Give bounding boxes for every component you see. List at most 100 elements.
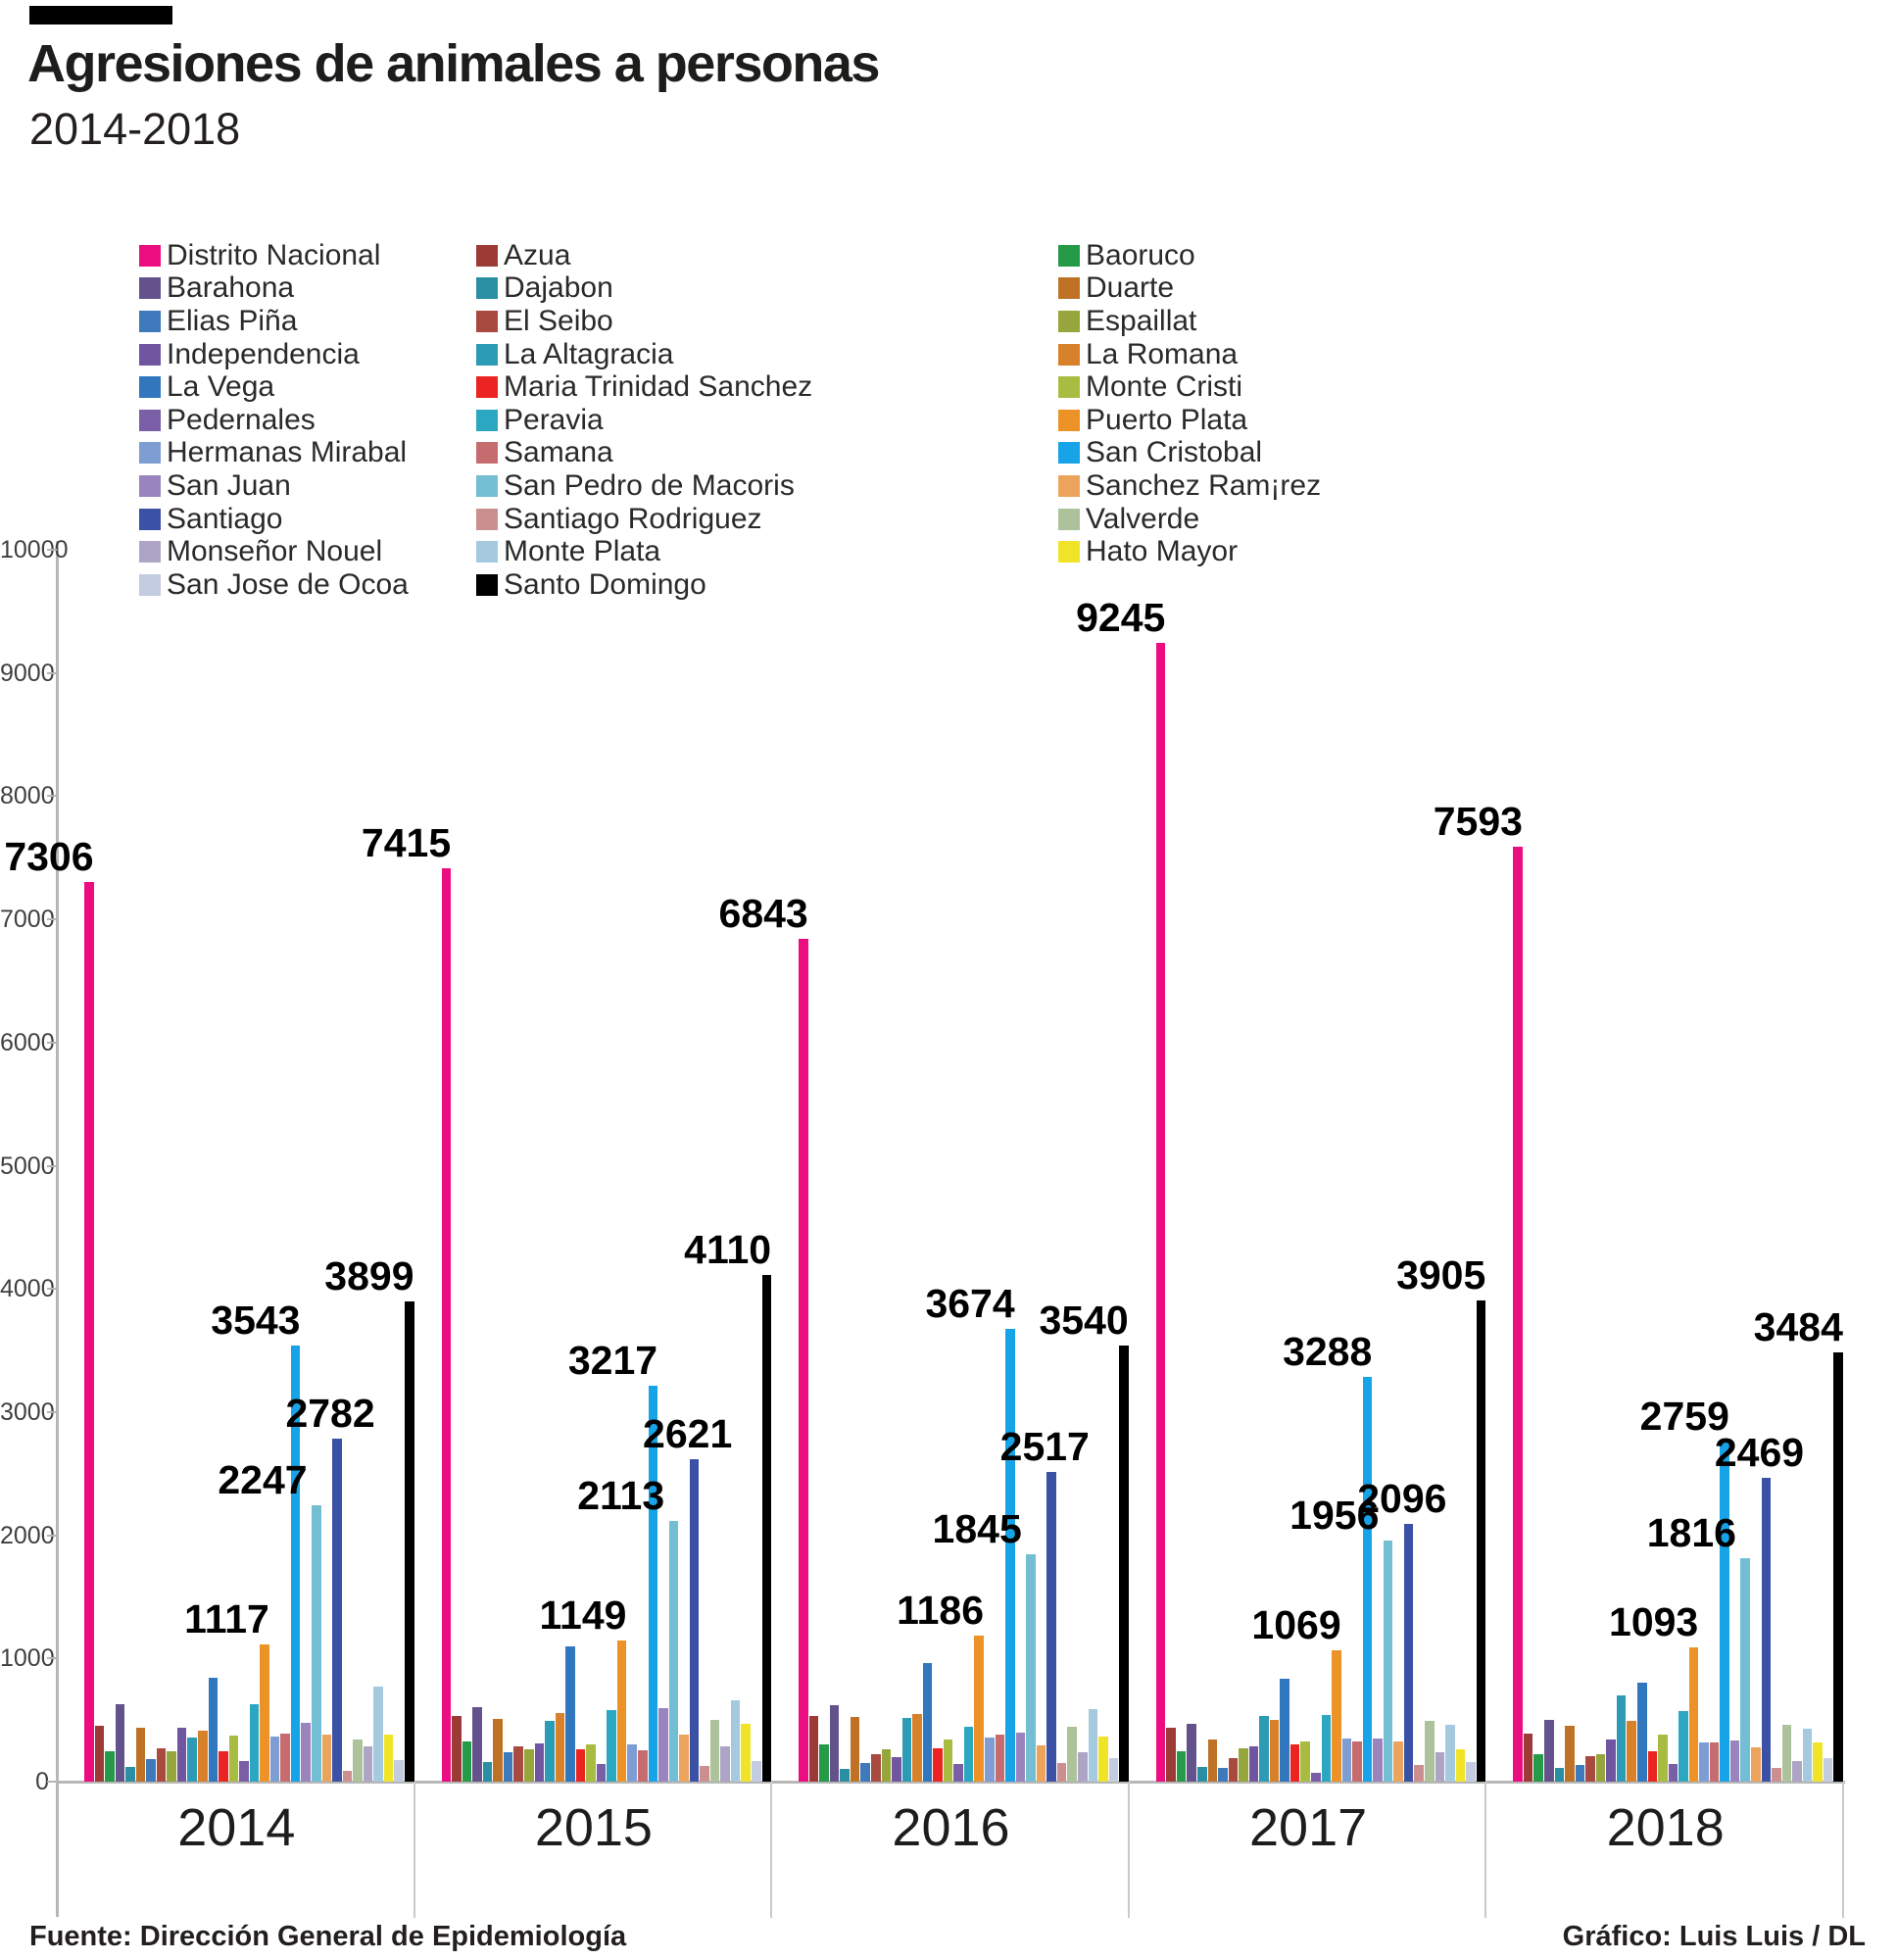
bar: [555, 1712, 565, 1782]
y-axis-tick-label: 2000: [0, 1521, 55, 1549]
legend-item-label: Santiago Rodriguez: [504, 502, 762, 535]
legend-swatch-icon: [1058, 277, 1080, 300]
legend-item: Santiago: [139, 503, 409, 536]
bar: 1093: [1609, 1601, 1699, 1782]
legend-item-label: La Romana: [1086, 337, 1239, 370]
bar: 1069: [1251, 1604, 1341, 1782]
bar: [1176, 1750, 1187, 1782]
bar: [1729, 1740, 1740, 1782]
bar: [730, 1700, 741, 1782]
bar: [912, 1713, 922, 1782]
bar: [167, 1751, 176, 1782]
year-group-divider: [770, 1781, 773, 1918]
bar: 9245: [1076, 597, 1166, 1782]
bar: 3543: [211, 1299, 301, 1782]
bar: [523, 1749, 534, 1782]
bar: 2517: [1000, 1426, 1090, 1782]
bar: [373, 1687, 383, 1782]
legend-item-label: Hato Mayor: [1086, 535, 1239, 568]
legend-swatch-icon: [139, 541, 161, 564]
bar-value-label: 1956: [1289, 1493, 1380, 1539]
bar: [383, 1734, 394, 1782]
y-axis-tick-mark: [47, 1041, 57, 1044]
bar: [394, 1760, 404, 1782]
bar: [1280, 1679, 1289, 1782]
bar: 2782: [285, 1394, 375, 1782]
bar: [1289, 1743, 1300, 1782]
legend-item: Peravia: [476, 404, 812, 437]
bar: [840, 1769, 850, 1782]
bar: [1088, 1708, 1098, 1782]
bar: [198, 1731, 208, 1782]
y-axis-tick-label: 8000: [0, 782, 55, 810]
bar: [156, 1748, 167, 1782]
bar: [503, 1752, 513, 1782]
legend-swatch-icon: [1058, 376, 1080, 399]
legend-column: Baoruco Duarte Espaillat La Romana Monte Cri…: [1058, 239, 1321, 568]
legend-item-label: Monte Cristi: [1086, 370, 1243, 404]
legend-item: Santo Domingo: [476, 568, 812, 602]
y-axis-tick-label: 10000: [0, 536, 69, 564]
legend-item: Barahona: [139, 272, 409, 306]
legend-item-label: Dajabon: [504, 271, 613, 305]
y-axis-line: [56, 541, 59, 1917]
legend-item: Pedernales: [139, 404, 409, 437]
legend-swatch-icon: [139, 409, 161, 431]
legend-item: Baoruco: [1058, 239, 1321, 272]
bar: [679, 1735, 689, 1782]
y-axis-tick-mark: [47, 1288, 57, 1291]
bar: 1186: [897, 1590, 985, 1782]
legend-item-label: Santiago: [167, 502, 283, 535]
bar: [1259, 1715, 1269, 1782]
bar-value-label: 2469: [1714, 1429, 1805, 1475]
legend-item: Santiago Rodriguez: [476, 503, 812, 536]
bar: [94, 1726, 105, 1782]
bar: [1445, 1724, 1455, 1782]
legend-swatch-icon: [476, 442, 498, 465]
legend-swatch-icon: [139, 343, 161, 366]
legend-swatch-icon: [139, 573, 161, 596]
legend-item-label: San Jose de Ocoa: [167, 567, 409, 601]
bar: [871, 1754, 881, 1782]
legend-item-label: Peravia: [504, 403, 604, 436]
y-axis-tick-mark: [47, 1534, 57, 1537]
legend-item: San Pedro de Macoris: [476, 469, 812, 503]
bar-value-label: 1816: [1646, 1509, 1736, 1555]
bar-value-label: 1149: [539, 1592, 627, 1638]
legend-item-label: Puerto Plata: [1086, 403, 1248, 436]
bar-value-label: 2113: [577, 1473, 665, 1519]
legend-item: Monte Plata: [476, 535, 812, 568]
bar: [1523, 1733, 1533, 1782]
bar-value-label: 6843: [718, 890, 808, 936]
bar: [1792, 1761, 1802, 1782]
bar-group: 7306 1117 3543 2247 2782 3899: [4, 508, 415, 1782]
legend-item-label: Azua: [504, 238, 571, 271]
bar: [901, 1718, 912, 1782]
bar: [1373, 1739, 1383, 1782]
bar-group: 7593 1093 2759 1816 2469 3484: [1434, 508, 1844, 1782]
bar-value-label: 1093: [1609, 1598, 1699, 1644]
bar: [575, 1749, 586, 1782]
bar: [321, 1734, 332, 1782]
x-axis-year-label: 2015: [534, 1798, 653, 1857]
bar-value-label: 4110: [684, 1227, 772, 1273]
legend-swatch-icon: [139, 442, 161, 465]
bar: [269, 1736, 280, 1782]
bar: [700, 1765, 709, 1782]
legend-item: Valverde: [1058, 503, 1321, 536]
bar: [1678, 1711, 1688, 1782]
bar: [720, 1745, 730, 1782]
y-axis-tick-label: 6000: [0, 1028, 55, 1056]
bar: 7415: [362, 822, 452, 1782]
bar: [1802, 1728, 1813, 1782]
bar: [1575, 1765, 1585, 1782]
bar: [850, 1717, 860, 1782]
bar: [1098, 1737, 1108, 1782]
bar: [1269, 1719, 1280, 1782]
bar: [933, 1748, 943, 1782]
y-axis-tick-mark: [47, 1164, 57, 1167]
bar: [808, 1716, 819, 1782]
legend-item: Azua: [476, 239, 812, 272]
bar: [1544, 1719, 1554, 1782]
bar: [1015, 1733, 1026, 1782]
